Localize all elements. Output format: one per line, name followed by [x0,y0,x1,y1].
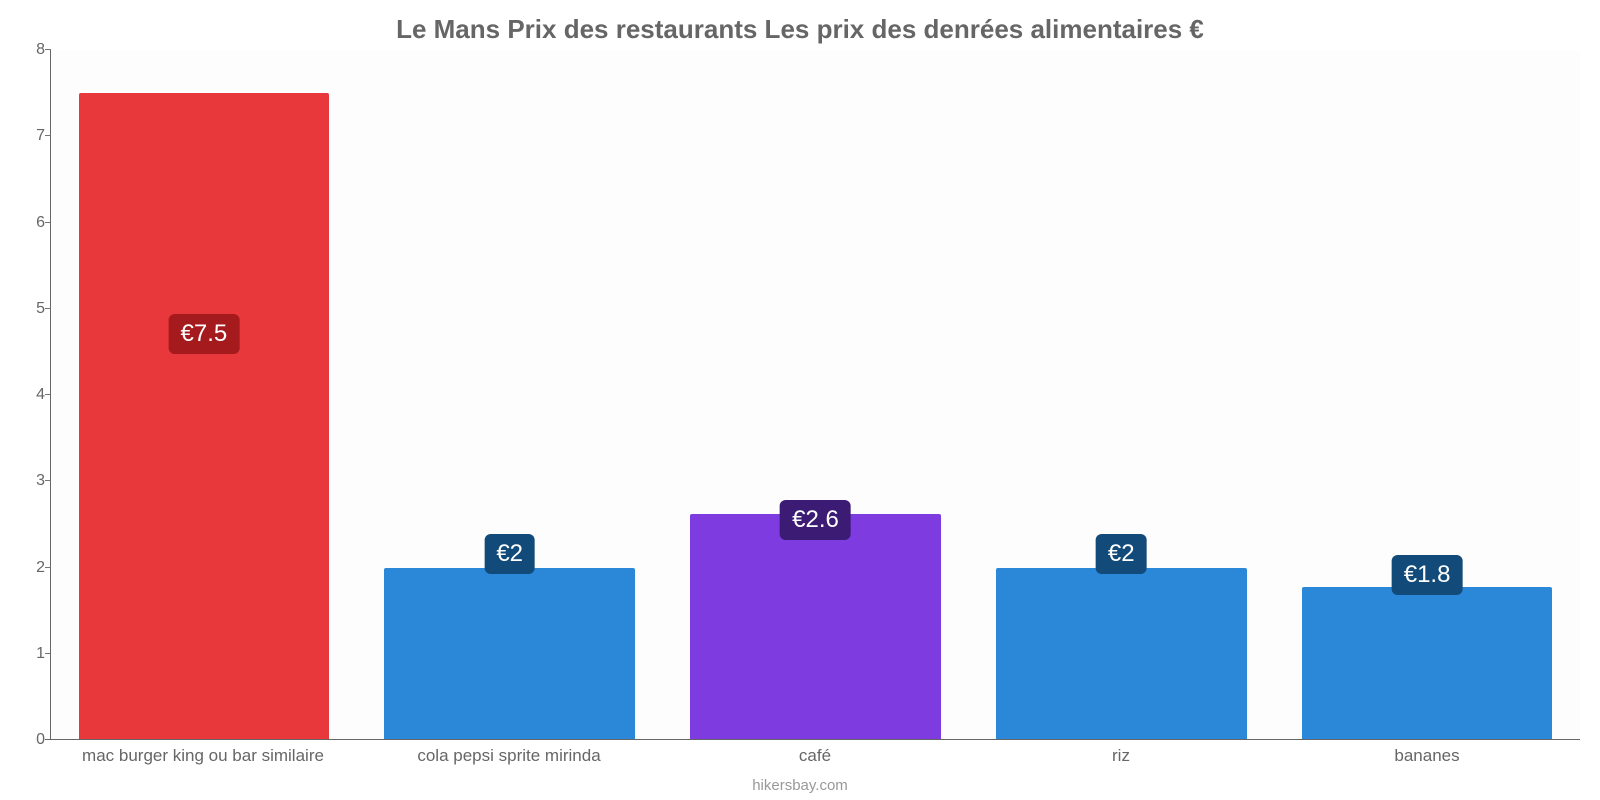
y-tick-label: 8 [21,41,45,59]
y-tick-mark [45,135,51,136]
value-badge: €2 [484,534,535,574]
x-category-label: riz [1112,746,1130,766]
y-tick-label: 6 [21,214,45,232]
bar [79,93,330,740]
x-axis-labels: mac burger king ou bar similaire cola pep… [50,746,1580,772]
x-category-label: mac burger king ou bar similaire [82,746,324,766]
y-tick-label: 7 [21,127,45,145]
bar [996,568,1247,741]
chart-title: Le Mans Prix des restaurants Les prix de… [20,14,1580,45]
value-badge: €2 [1096,534,1147,574]
y-tick-mark [45,567,51,568]
bar [690,514,941,740]
y-tick-mark [45,222,51,223]
bars-layer: €7.5 €2 €2.6 €2 €1.8 [51,50,1580,740]
bar-slot: €1.8 [1274,50,1580,740]
y-tick-label: 4 [21,386,45,404]
x-category-label: cola pepsi sprite mirinda [417,746,600,766]
y-tick-label: 1 [21,645,45,663]
x-category-label: bananes [1394,746,1459,766]
y-tick-label: 3 [21,472,45,490]
value-badge: €1.8 [1392,555,1463,595]
bar-slot: €2 [968,50,1274,740]
bar-chart: Le Mans Prix des restaurants Les prix de… [0,0,1600,800]
y-tick-mark [45,480,51,481]
y-tick-label: 5 [21,300,45,318]
y-tick-label: 2 [21,559,45,577]
y-tick-mark [45,653,51,654]
bar [384,568,635,741]
y-tick-mark [45,49,51,50]
value-badge: €2.6 [780,500,851,540]
plot-area: €7.5€2€2.6€2€1.8 012345678 [50,50,1580,740]
y-tick-label: 0 [21,731,45,749]
bar [1302,587,1553,740]
bar-slot: €2 [357,50,663,740]
y-tick-mark [45,308,51,309]
source-credit: hikersbay.com [0,777,1600,794]
x-category-label: café [799,746,831,766]
value-badge: €7.5 [169,314,240,354]
y-tick-mark [45,394,51,395]
bar-slot: €2.6 [663,50,969,740]
x-axis-line [51,739,1580,740]
bar-slot: €7.5 [51,50,357,740]
